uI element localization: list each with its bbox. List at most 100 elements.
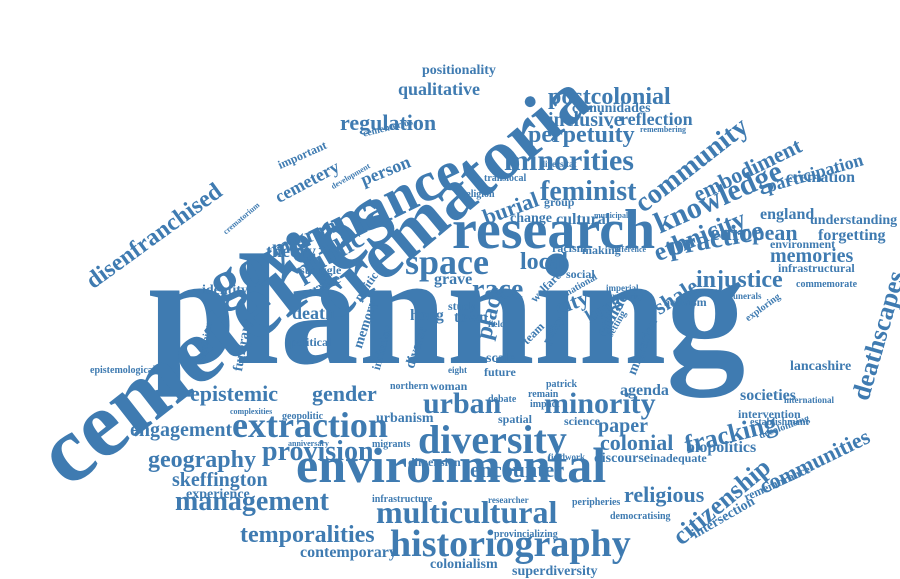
cloud-word: town — [454, 309, 488, 326]
cloud-word: activism — [664, 295, 707, 309]
cloud-word: discourse — [594, 451, 650, 466]
cloud-word: political — [290, 335, 332, 349]
cloud-word: injustice — [696, 267, 783, 293]
cloud-word: encounter — [470, 457, 565, 482]
cloud-word: translocal — [484, 173, 527, 184]
cloud-word: race — [472, 274, 524, 305]
cloud-word: lancashire — [790, 359, 852, 374]
cloud-word: geography — [148, 447, 256, 473]
cloud-word: scale — [486, 351, 515, 366]
cloud-word: environment — [770, 237, 836, 251]
cloud-word: extraction — [232, 405, 388, 445]
cloud-word: future — [484, 365, 516, 379]
cloud-word: infrastructural — [778, 261, 855, 275]
cloud-word: death — [292, 303, 336, 323]
cloud-word: impact — [530, 399, 560, 410]
cloud-word: england — [760, 206, 815, 223]
cloud-word: feminist — [540, 176, 637, 207]
cloud-word: cultural — [556, 211, 611, 228]
cloud-word: postcolonial — [548, 84, 671, 110]
cloud-word: northern — [390, 381, 429, 392]
cloud-word: majority — [610, 291, 644, 301]
cloud-word: dimension — [408, 455, 461, 469]
cloud-word: urbanism — [376, 411, 434, 426]
cloud-word: management — [175, 486, 329, 517]
cloud-word: gender — [312, 381, 377, 406]
cloud-word: diversity — [418, 417, 567, 462]
cloud-word: space — [405, 242, 489, 282]
cloud-word: patrick — [546, 379, 578, 390]
cloud-word: superdiversity — [512, 564, 598, 579]
cloud-word: international — [784, 395, 835, 405]
cloud-word: spatial — [498, 412, 533, 426]
cloud-word: skeffington — [172, 469, 268, 491]
cloud-word: democratising — [610, 511, 671, 522]
cloud-word: minority — [544, 387, 656, 420]
cloud-word: qualitative — [398, 79, 481, 99]
cloud-word: comunidades — [572, 101, 651, 116]
cloud-word: intervention — [738, 407, 801, 421]
cloud-word: science — [564, 414, 600, 428]
cloud-word: infrastructure — [372, 494, 433, 505]
cloud-word: municipal — [594, 211, 629, 220]
cloud-word: diversitat — [540, 159, 577, 169]
cloud-word: provincializing — [494, 529, 558, 540]
cloud-word: cremation — [786, 169, 856, 186]
cloud-word: study — [448, 299, 477, 313]
cloud-word: field — [488, 319, 505, 329]
cloud-word: establishment — [750, 417, 809, 428]
cloud-word: social — [566, 267, 595, 281]
cloud-word: complexities — [230, 407, 273, 416]
cloud-word: funerals — [730, 291, 762, 301]
cloud-word: remembering — [640, 125, 687, 134]
cloud-word: historiography — [390, 523, 631, 565]
cloud-word: research — [452, 199, 656, 261]
cloud-word: engagement — [130, 419, 233, 441]
cloud-word: regulation — [340, 110, 437, 135]
cloud-word: memories — [770, 245, 854, 267]
cloud-word: religion — [462, 189, 495, 200]
cloud-word: societies — [740, 387, 796, 404]
cloud-word: struggle — [300, 263, 342, 277]
cloud-word: planning — [148, 223, 746, 398]
cloud-word: researcher — [488, 495, 529, 505]
cloud-word: difference — [612, 245, 647, 254]
cloud-word: eight — [448, 365, 467, 375]
cloud-word: anniversary — [288, 439, 329, 448]
cloud-word: temporalities — [240, 522, 375, 548]
cloud-word: contemporary — [300, 544, 397, 561]
cloud-word: grave — [434, 271, 473, 288]
cloud-word: epistemic — [190, 381, 278, 406]
cloud-word: urban — [423, 387, 502, 420]
cloud-word: remain — [528, 389, 559, 400]
cloud-word: migrants — [372, 439, 411, 450]
cloud-word: european — [710, 220, 798, 245]
cloud-word: inclusive — [548, 109, 623, 131]
cloud-word: imperial — [606, 283, 639, 293]
cloud-word: theory — [266, 241, 316, 261]
cloud-word: positionality — [422, 63, 496, 78]
cloud-word: geopolitic — [282, 411, 324, 422]
cloud-word: minorities — [504, 144, 634, 177]
cloud-word: fieldwork — [548, 452, 585, 462]
cloud-word: making — [582, 243, 621, 257]
cloud-word: colonial — [600, 430, 674, 455]
cloud-word: reflection — [620, 109, 693, 129]
cloud-word: experience — [186, 487, 250, 502]
cloud-word: identity — [202, 283, 248, 298]
cloud-word: environmental — [296, 437, 607, 493]
cloud-word: perpetuity — [528, 122, 635, 148]
cloud-word: hong — [410, 307, 444, 324]
cloud-word: agenda — [620, 382, 669, 399]
cloud-word: change — [510, 211, 552, 226]
cloud-word: colonialism — [430, 557, 498, 572]
cloud-word: paper — [598, 415, 648, 437]
cloud-word: woman — [430, 379, 468, 393]
cloud-word: inadequate — [650, 451, 707, 465]
cloud-word: multicultural — [376, 494, 558, 530]
cloud-word: debate — [488, 394, 517, 405]
cloud-word: group — [544, 195, 575, 209]
cloud-word: peripheries — [572, 497, 621, 508]
cloud-word: understanding — [810, 213, 898, 228]
